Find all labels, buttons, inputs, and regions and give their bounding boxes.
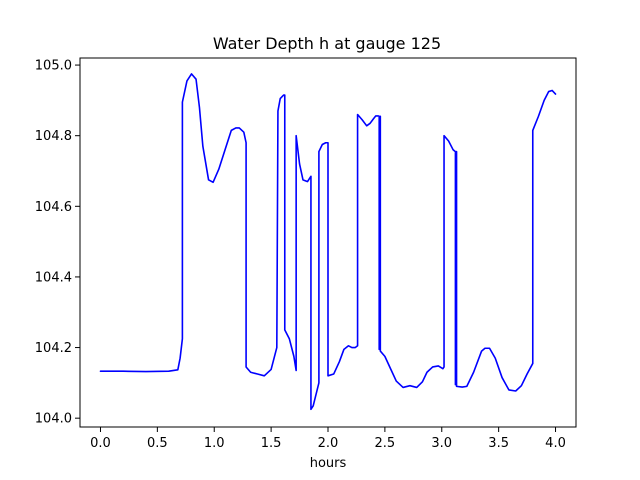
x-tick-label: 0.0 (90, 436, 111, 451)
series-layer (99, 73, 557, 411)
y-tick-label: 104.6 (35, 200, 72, 215)
x-tick-label: 2.5 (375, 436, 396, 451)
x-tick-label: 0.5 (147, 436, 168, 451)
y-tick-label: 104.4 (35, 270, 72, 285)
x-tick-label: 1.0 (204, 436, 225, 451)
chart-title: Water Depth h at gauge 125 (213, 34, 441, 53)
x-axis: 0.0 0.5 1.0 1.5 2.0 2.5 3.0 3.5 4.0 (90, 427, 566, 451)
y-tick-label: 105.0 (35, 59, 72, 74)
y-axis: 104.0 104.2 104.4 104.6 104.8 105.0 (35, 59, 80, 427)
x-tick-label: 1.5 (261, 436, 282, 451)
x-axis-title: hours (310, 456, 347, 471)
y-tick-label: 104.2 (35, 341, 72, 356)
x-tick-label: 3.5 (488, 436, 509, 451)
x-tick-label: 4.0 (545, 436, 566, 451)
y-tick-label: 104.0 (35, 412, 72, 427)
series-line-0 (99, 73, 557, 411)
x-tick-label: 3.0 (431, 436, 452, 451)
y-tick-label: 104.8 (35, 129, 72, 144)
x-tick-label: 2.0 (318, 436, 339, 451)
